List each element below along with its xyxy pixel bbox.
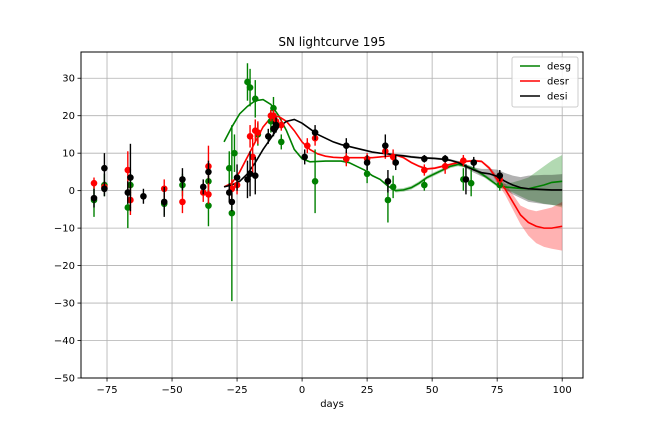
point-desi (101, 185, 108, 192)
legend-label-desr: desr (547, 77, 570, 88)
point-desg (421, 182, 428, 189)
point-desi (179, 176, 186, 183)
point-desi (382, 142, 389, 149)
x-tick-label: 25 (361, 385, 374, 396)
point-desg (247, 84, 254, 91)
point-desi (470, 159, 477, 166)
point-desg (385, 197, 392, 204)
point-desi (127, 174, 134, 181)
x-tick-label: −50 (161, 385, 182, 396)
y-tick-label: −10 (54, 224, 75, 235)
y-tick-label: −20 (54, 261, 75, 272)
legend-label-desi: desi (547, 92, 568, 103)
legend-label-desg: desg (547, 62, 571, 73)
chart-title: SN lightcurve 195 (278, 35, 385, 49)
point-desr (179, 199, 186, 206)
y-tick-label: 0 (69, 186, 75, 197)
y-tick-label: 10 (62, 149, 75, 160)
x-tick-label: −25 (227, 385, 248, 396)
x-tick-label: 100 (553, 385, 572, 396)
point-desi (200, 184, 207, 191)
point-desr (205, 191, 212, 198)
point-desi (273, 122, 280, 129)
point-desi (343, 142, 350, 149)
x-axis-label: days (320, 399, 344, 410)
point-desg (390, 184, 397, 191)
point-desr (343, 155, 350, 162)
point-desg (252, 96, 259, 103)
point-desi (442, 155, 449, 162)
point-desg (278, 139, 285, 146)
point-desr (91, 180, 98, 187)
y-tick-label: −50 (54, 374, 75, 385)
point-desi (229, 199, 236, 206)
x-tick-label: −75 (96, 385, 117, 396)
point-desi (265, 133, 272, 140)
point-desr (304, 142, 311, 149)
point-desr (421, 167, 428, 174)
y-tick-label: −30 (54, 299, 75, 310)
x-tick-label: 50 (426, 385, 439, 396)
point-desi (312, 129, 319, 136)
y-tick-label: −40 (54, 336, 75, 347)
point-desg (312, 178, 319, 185)
x-tick-label: 75 (491, 385, 504, 396)
x-tick-label: 0 (299, 385, 305, 396)
point-desr (255, 129, 262, 136)
point-desi (392, 159, 399, 166)
point-desr (460, 157, 467, 164)
point-desi (463, 176, 470, 183)
point-desg (364, 170, 371, 177)
point-desi (91, 195, 98, 202)
point-desi (496, 172, 503, 179)
point-desi (252, 172, 259, 179)
point-desi (234, 174, 241, 181)
point-desi (385, 178, 392, 185)
point-desi (101, 165, 108, 172)
point-desg (231, 150, 238, 157)
point-desi (205, 169, 212, 176)
point-desi (301, 154, 308, 161)
point-desi (161, 199, 168, 206)
legend: desg desr desi (512, 57, 578, 107)
point-desi (364, 159, 371, 166)
point-desi (140, 193, 147, 200)
y-tick-label: 30 (62, 74, 75, 85)
point-desr (442, 163, 449, 170)
point-desi (421, 155, 428, 162)
y-tick-label: 20 (62, 111, 75, 122)
